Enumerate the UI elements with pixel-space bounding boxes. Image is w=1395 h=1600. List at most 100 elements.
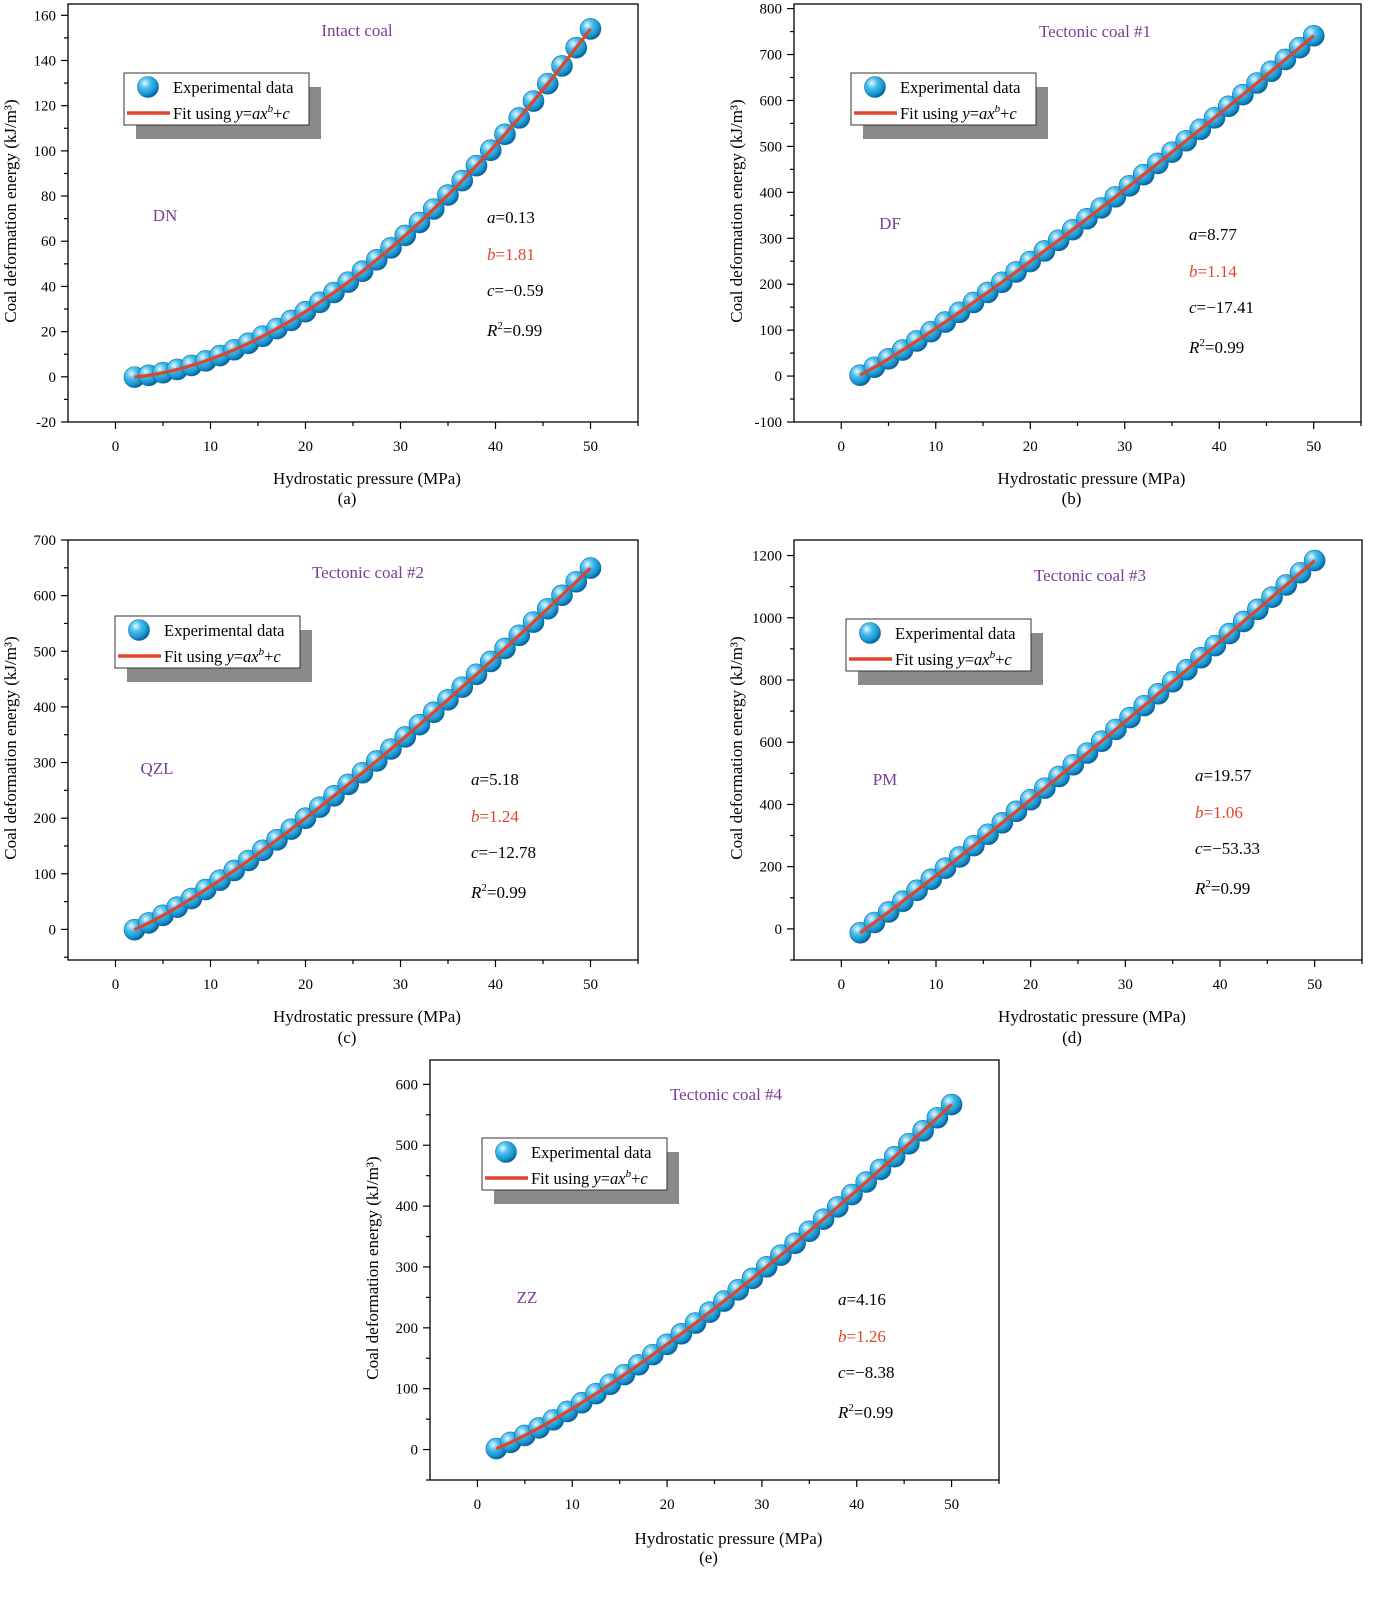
y-tick-label: 200 (760, 860, 783, 876)
chart-title: Tectonic coal #2 (312, 563, 424, 582)
x-tick-label: 0 (112, 439, 120, 455)
y-axis-label: Coal deformation energy (kJ/m³) (727, 99, 746, 322)
legend: Experimental data Fit using y=axb+c (845, 618, 1043, 685)
fit-line (134, 27, 592, 379)
legend-marker-icon (859, 622, 881, 644)
fit-parameters: a=4.16 b=1.26 c=−8.38 R2=0.99 (837, 1290, 894, 1422)
fit-param: R2=0.99 (837, 1402, 893, 1422)
y-tick-label: 200 (396, 1321, 419, 1337)
panel-label: (c) (338, 1028, 357, 1047)
x-tick-label: 0 (474, 1497, 482, 1513)
fit-line (495, 1103, 953, 1451)
fit-param: c=−8.38 (838, 1363, 894, 1382)
panel-label: (e) (699, 1548, 718, 1567)
y-tick-label: 0 (49, 370, 57, 386)
legend-label-fit: Fit using y=axb+c (164, 646, 281, 666)
y-tick-label: 300 (396, 1260, 419, 1276)
fit-param: a=19.57 (1195, 766, 1252, 785)
y-axis-label: Coal deformation energy (kJ/m³) (1, 636, 20, 859)
y-tick-label: 1000 (752, 611, 782, 627)
y-tick-label: 600 (760, 93, 783, 109)
y-tick-label: 600 (34, 589, 57, 605)
y-tick-label: 400 (760, 185, 783, 201)
fit-param: c=−0.59 (487, 281, 543, 300)
legend-label-experimental: Experimental data (173, 78, 294, 97)
legend-label-experimental: Experimental data (531, 1143, 652, 1162)
y-tick-label: 200 (760, 277, 783, 293)
legend-label-fit: Fit using y=axb+c (531, 1168, 648, 1188)
y-tick-label: 600 (396, 1077, 419, 1093)
fit-param: c=−12.78 (471, 843, 536, 862)
x-tick-label: 0 (838, 439, 846, 455)
x-axis-label: Hydrostatic pressure (MPa) (273, 1007, 461, 1026)
y-tick-label: 60 (41, 234, 56, 250)
fit-param: c=−53.33 (1195, 839, 1260, 858)
sample-code: ZZ (517, 1288, 538, 1307)
sample-code: QZL (140, 759, 173, 778)
sample-code: DF (879, 214, 901, 233)
x-tick-label: 20 (660, 1497, 675, 1513)
y-tick-label: 0 (49, 922, 57, 938)
legend-marker-icon (128, 619, 150, 641)
legend: Experimental data Fit using y=axb+c (114, 615, 312, 682)
fit-param: R2=0.99 (470, 882, 526, 902)
x-tick-label: 40 (488, 439, 503, 455)
fit-parameters: a=0.13 b=1.81 c=−0.59 R2=0.99 (486, 208, 543, 340)
x-tick-label: 50 (1307, 977, 1322, 993)
panel-label: (a) (338, 489, 357, 508)
y-tick-label: -20 (36, 415, 56, 431)
chart-panel: 0 10 20 30 40 50 -100 0 100 200 300 400 500 600 700 800… (727, 2, 1362, 508)
legend-label-fit: Fit using y=axb+c (173, 103, 290, 123)
legend-label-experimental: Experimental data (895, 624, 1016, 643)
y-tick-label: 800 (760, 673, 783, 689)
x-tick-label: 10 (203, 439, 218, 455)
y-tick-label: 300 (760, 231, 783, 247)
y-tick-label: 160 (34, 8, 57, 24)
fit-line (859, 34, 1315, 377)
y-tick-label: 500 (34, 644, 57, 660)
x-tick-label: 20 (1023, 977, 1038, 993)
y-tick-label: 80 (41, 189, 56, 205)
x-axis-label: Hydrostatic pressure (MPa) (635, 1529, 823, 1548)
x-tick-label: 40 (849, 1497, 864, 1513)
legend: Experimental data Fit using y=axb+c (850, 72, 1048, 139)
fit-param: R2=0.99 (1188, 337, 1244, 357)
x-tick-label: 0 (112, 977, 120, 993)
x-tick-label: 30 (1118, 977, 1133, 993)
legend: Experimental data Fit using y=axb+c (481, 1137, 679, 1204)
y-tick-label: 100 (396, 1382, 419, 1398)
y-axis-label: Coal deformation energy (kJ/m³) (1, 99, 20, 322)
x-tick-label: 30 (393, 977, 408, 993)
x-tick-label: 50 (583, 439, 598, 455)
x-tick-label: 20 (1023, 439, 1038, 455)
panel-label: (d) (1062, 1028, 1082, 1047)
x-tick-label: 40 (1212, 439, 1227, 455)
fit-param: b=1.06 (1195, 803, 1243, 822)
y-tick-label: 0 (775, 369, 783, 385)
fit-param: b=1.24 (471, 807, 519, 826)
x-tick-label: 30 (393, 439, 408, 455)
fit-param: a=8.77 (1189, 225, 1237, 244)
fit-line (859, 559, 1316, 935)
x-tick-label: 30 (754, 1497, 769, 1513)
y-tick-label: 600 (760, 735, 783, 751)
y-tick-label: 500 (760, 139, 783, 155)
y-tick-label: 300 (34, 756, 57, 772)
y-tick-label: 40 (41, 279, 56, 295)
x-tick-label: 50 (944, 1497, 959, 1513)
legend-label-experimental: Experimental data (164, 621, 285, 640)
x-axis-label: Hydrostatic pressure (MPa) (273, 469, 461, 488)
sample-code: DN (153, 206, 178, 225)
y-tick-label: 20 (41, 325, 56, 341)
y-tick-label: 500 (396, 1138, 419, 1154)
chart-title: Intact coal (321, 21, 393, 40)
data-series (123, 557, 602, 941)
y-tick-label: 200 (34, 811, 57, 827)
legend-marker-icon (137, 76, 159, 98)
fit-param: R2=0.99 (1194, 878, 1250, 898)
x-tick-label: 40 (1213, 977, 1228, 993)
chart-title: Tectonic coal #4 (670, 1085, 783, 1104)
y-tick-label: 700 (34, 533, 57, 549)
chart-title: Tectonic coal #1 (1039, 22, 1151, 41)
x-tick-label: 40 (488, 977, 503, 993)
